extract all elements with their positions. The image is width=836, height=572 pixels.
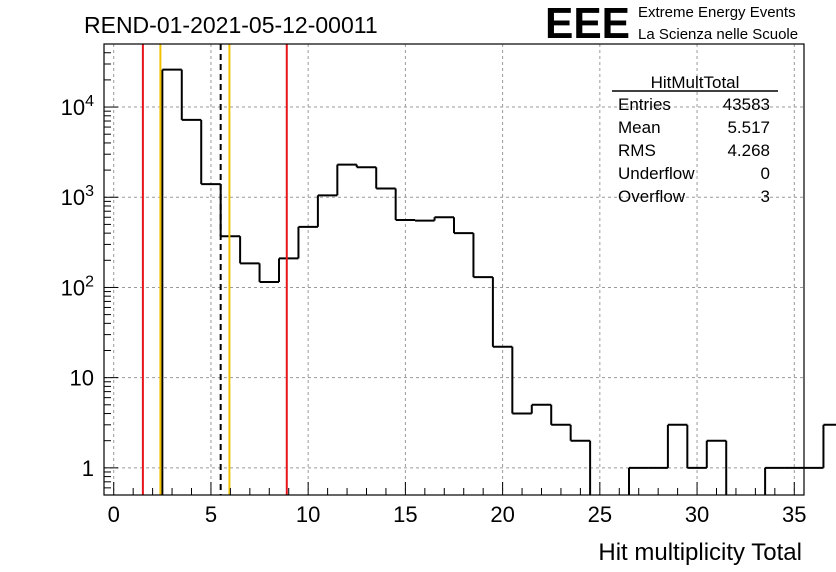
stats-value: 3	[761, 187, 770, 206]
chart-title: REND-01-2021-05-12-00011	[84, 12, 378, 38]
stats-value: 4.268	[727, 141, 770, 160]
eee-logo-line1: Extreme Energy Events	[638, 4, 796, 21]
plot-frame	[103, 43, 805, 496]
y-tick-label: 104	[61, 93, 94, 120]
histogram	[161, 68, 836, 495]
stats-label: Mean	[618, 118, 661, 137]
eee-logo-letters: EEE	[545, 0, 630, 48]
stats-box: HitMultTotal Entries 43583 Mean 5.517 RMS 4.2…	[612, 73, 778, 206]
x-axis-label: Hit multiplicity Total	[598, 539, 802, 566]
x-tick-label: 5	[205, 502, 217, 527]
y-tick-label: 1	[82, 456, 94, 481]
eee-logo: EEE Extreme Energy Events La Scienza nel…	[545, 0, 798, 48]
x-tick-label: 25	[588, 502, 612, 527]
stats-value: 0	[761, 164, 770, 183]
stats-label: RMS	[618, 141, 656, 160]
x-tick-label: 15	[393, 502, 417, 527]
stats-title: HitMultTotal	[651, 73, 740, 92]
stats-value: 5.517	[727, 118, 770, 137]
x-tick-label: 0	[108, 502, 120, 527]
marker-lines	[141, 44, 288, 495]
eee-logo-line2: La Scienza nelle Scuole	[638, 26, 798, 43]
x-tick-label: 10	[296, 502, 320, 527]
stats-rows: Entries 43583 Mean 5.517 RMS 4.268 Underflow 0 O…	[618, 95, 770, 206]
x-tick-label: 30	[685, 502, 709, 527]
stats-label: Underflow	[618, 164, 695, 183]
stats-value: 43583	[723, 95, 770, 114]
x-tick-label: 35	[782, 502, 806, 527]
y-tick-label: 102	[61, 273, 94, 300]
y-tick-label: 103	[61, 183, 94, 210]
x-tick-label: 20	[490, 502, 514, 527]
stats-label: Entries	[618, 95, 671, 114]
stats-label: Overflow	[618, 187, 686, 206]
y-tick-label: 10	[70, 366, 94, 391]
